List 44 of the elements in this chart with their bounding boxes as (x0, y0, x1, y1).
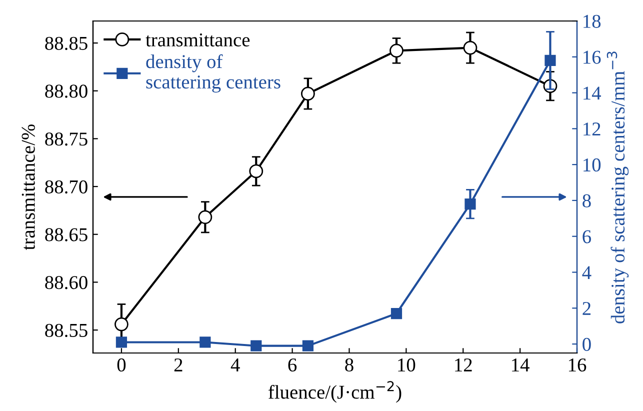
y2-tick-label: 0 (582, 338, 591, 351)
x-tick-label: 16 (568, 358, 586, 372)
x-tick-label: 12 (455, 358, 472, 372)
y-tick-label: 88.80 (45, 84, 88, 98)
x-tick-label: 8 (345, 358, 354, 372)
y2-tick-label: 10 (584, 158, 601, 172)
point (390, 44, 404, 58)
point (464, 198, 476, 210)
y-tick-label: 88.70 (45, 180, 88, 194)
y-axis-title: transmittance/% (22, 124, 35, 250)
point (463, 40, 478, 55)
y2-tick-label: 16 (584, 50, 601, 64)
y2-tick-label: 12 (584, 122, 600, 136)
point (114, 317, 128, 332)
x-axis-title: fluence/(J·cm$^{−2}$) (268, 381, 402, 403)
x-tick-label: 6 (288, 358, 297, 372)
y-tick-label: 88.65 (45, 228, 88, 242)
point (116, 336, 128, 348)
point (544, 54, 556, 66)
legend-label: density of scattering centers (146, 54, 280, 93)
x-tick-label: 14 (512, 358, 530, 372)
y-tick-label: 88.60 (45, 276, 88, 290)
y2-axis-title: density of scattering centers/mm$^{−3}$ (606, 52, 629, 324)
x-tick-label: 0 (117, 358, 126, 372)
y-tick-label: 88.55 (45, 324, 88, 338)
y2-tick-label: 8 (582, 194, 591, 208)
x-tick-label: 2 (174, 358, 182, 372)
point (301, 86, 315, 101)
point (250, 340, 262, 352)
y2-tick-label: 6 (582, 230, 592, 244)
y-tick-label: 88.85 (45, 36, 88, 50)
y2-tick-label: 18 (584, 14, 601, 28)
y2-tick-label: 14 (584, 86, 601, 100)
point (198, 210, 212, 224)
y2-tick-label: 2 (582, 302, 591, 315)
point (200, 336, 211, 348)
point (249, 164, 264, 178)
x-tick-label: 10 (398, 358, 416, 372)
point (390, 308, 402, 320)
y2-tick-label: 4 (582, 266, 592, 279)
x-tick-label: 4 (230, 358, 240, 372)
y-tick-label: 88.75 (45, 132, 88, 146)
legend-label: transmittance (146, 33, 250, 46)
point (302, 340, 314, 352)
